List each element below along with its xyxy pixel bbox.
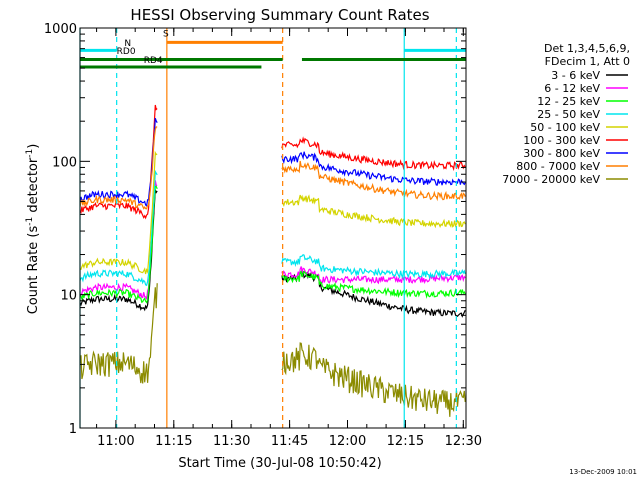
series-line-9 <box>80 283 466 417</box>
y-tick-label-2: 10 <box>60 289 77 304</box>
series-line-6 <box>80 104 466 220</box>
x-tick-label-4: 11:45 <box>271 434 308 449</box>
x-tick-label-1: 11:00 <box>97 434 134 449</box>
x-tick-label-7: 12:30 <box>445 434 482 449</box>
x-tick-label-2: 11:15 <box>155 434 192 449</box>
flag-label-rd0: RD0 <box>117 47 136 57</box>
legend: Det 1,3,4,5,6,9,FDecim 1, Att 03 - 6 keV… <box>502 42 630 186</box>
legend-label-9: 7000 - 20000 keV <box>502 173 600 186</box>
x-tick-label-6: 12:15 <box>387 434 424 449</box>
legend-header-2: FDecim 1, Att 0 <box>545 55 630 68</box>
flag-label-n: N <box>124 39 131 49</box>
chart-title: HESSI Observing Summary Count Rates <box>130 6 429 24</box>
legend-label-6: 100 - 300 keV <box>523 134 600 147</box>
y-tick-label-3: 100 <box>52 155 77 170</box>
flag-label-s: S <box>163 30 169 40</box>
legend-header-1: Det 1,3,4,5,6,9, <box>544 42 630 55</box>
legend-label-4: 25 - 50 keV <box>537 108 600 121</box>
footer-timestamp: 13-Dec-2009 10:01 <box>569 468 637 476</box>
y-tick-label-4: 1000 <box>44 22 77 37</box>
plot-area: N S RD0 RD4 <box>79 28 466 428</box>
plot-frame <box>79 27 467 429</box>
x-axis-label: Start Time (30-Jul-08 10:50:42) <box>178 456 381 471</box>
y-axis-label: Count Rate (s-1 detector-1) <box>25 144 41 315</box>
x-tick-label-5: 12:00 <box>329 434 366 449</box>
x-tick-label-3: 11:30 <box>213 434 250 449</box>
legend-label-8: 800 - 7000 keV <box>516 160 600 173</box>
series-line-2 <box>80 180 466 300</box>
legend-label-2: 6 - 12 keV <box>544 82 600 95</box>
y-tick-label-1: 1 <box>69 422 77 437</box>
series-line-8 <box>80 126 466 210</box>
series-line-7 <box>80 118 466 207</box>
series-group <box>80 104 466 417</box>
legend-label-1: 3 - 6 keV <box>551 69 600 82</box>
legend-label-5: 50 - 100 keV <box>530 121 600 134</box>
series-line-3 <box>80 185 466 304</box>
flag-label-rd4: RD4 <box>144 56 163 66</box>
legend-label-3: 12 - 25 keV <box>537 95 600 108</box>
series-line-4 <box>80 169 466 287</box>
series-line-5 <box>80 150 466 275</box>
axes: 11:00 11:15 11:30 11:45 12:00 12:15 12:30 1 10 10… <box>44 22 482 449</box>
legend-label-7: 300 - 800 keV <box>523 147 600 160</box>
